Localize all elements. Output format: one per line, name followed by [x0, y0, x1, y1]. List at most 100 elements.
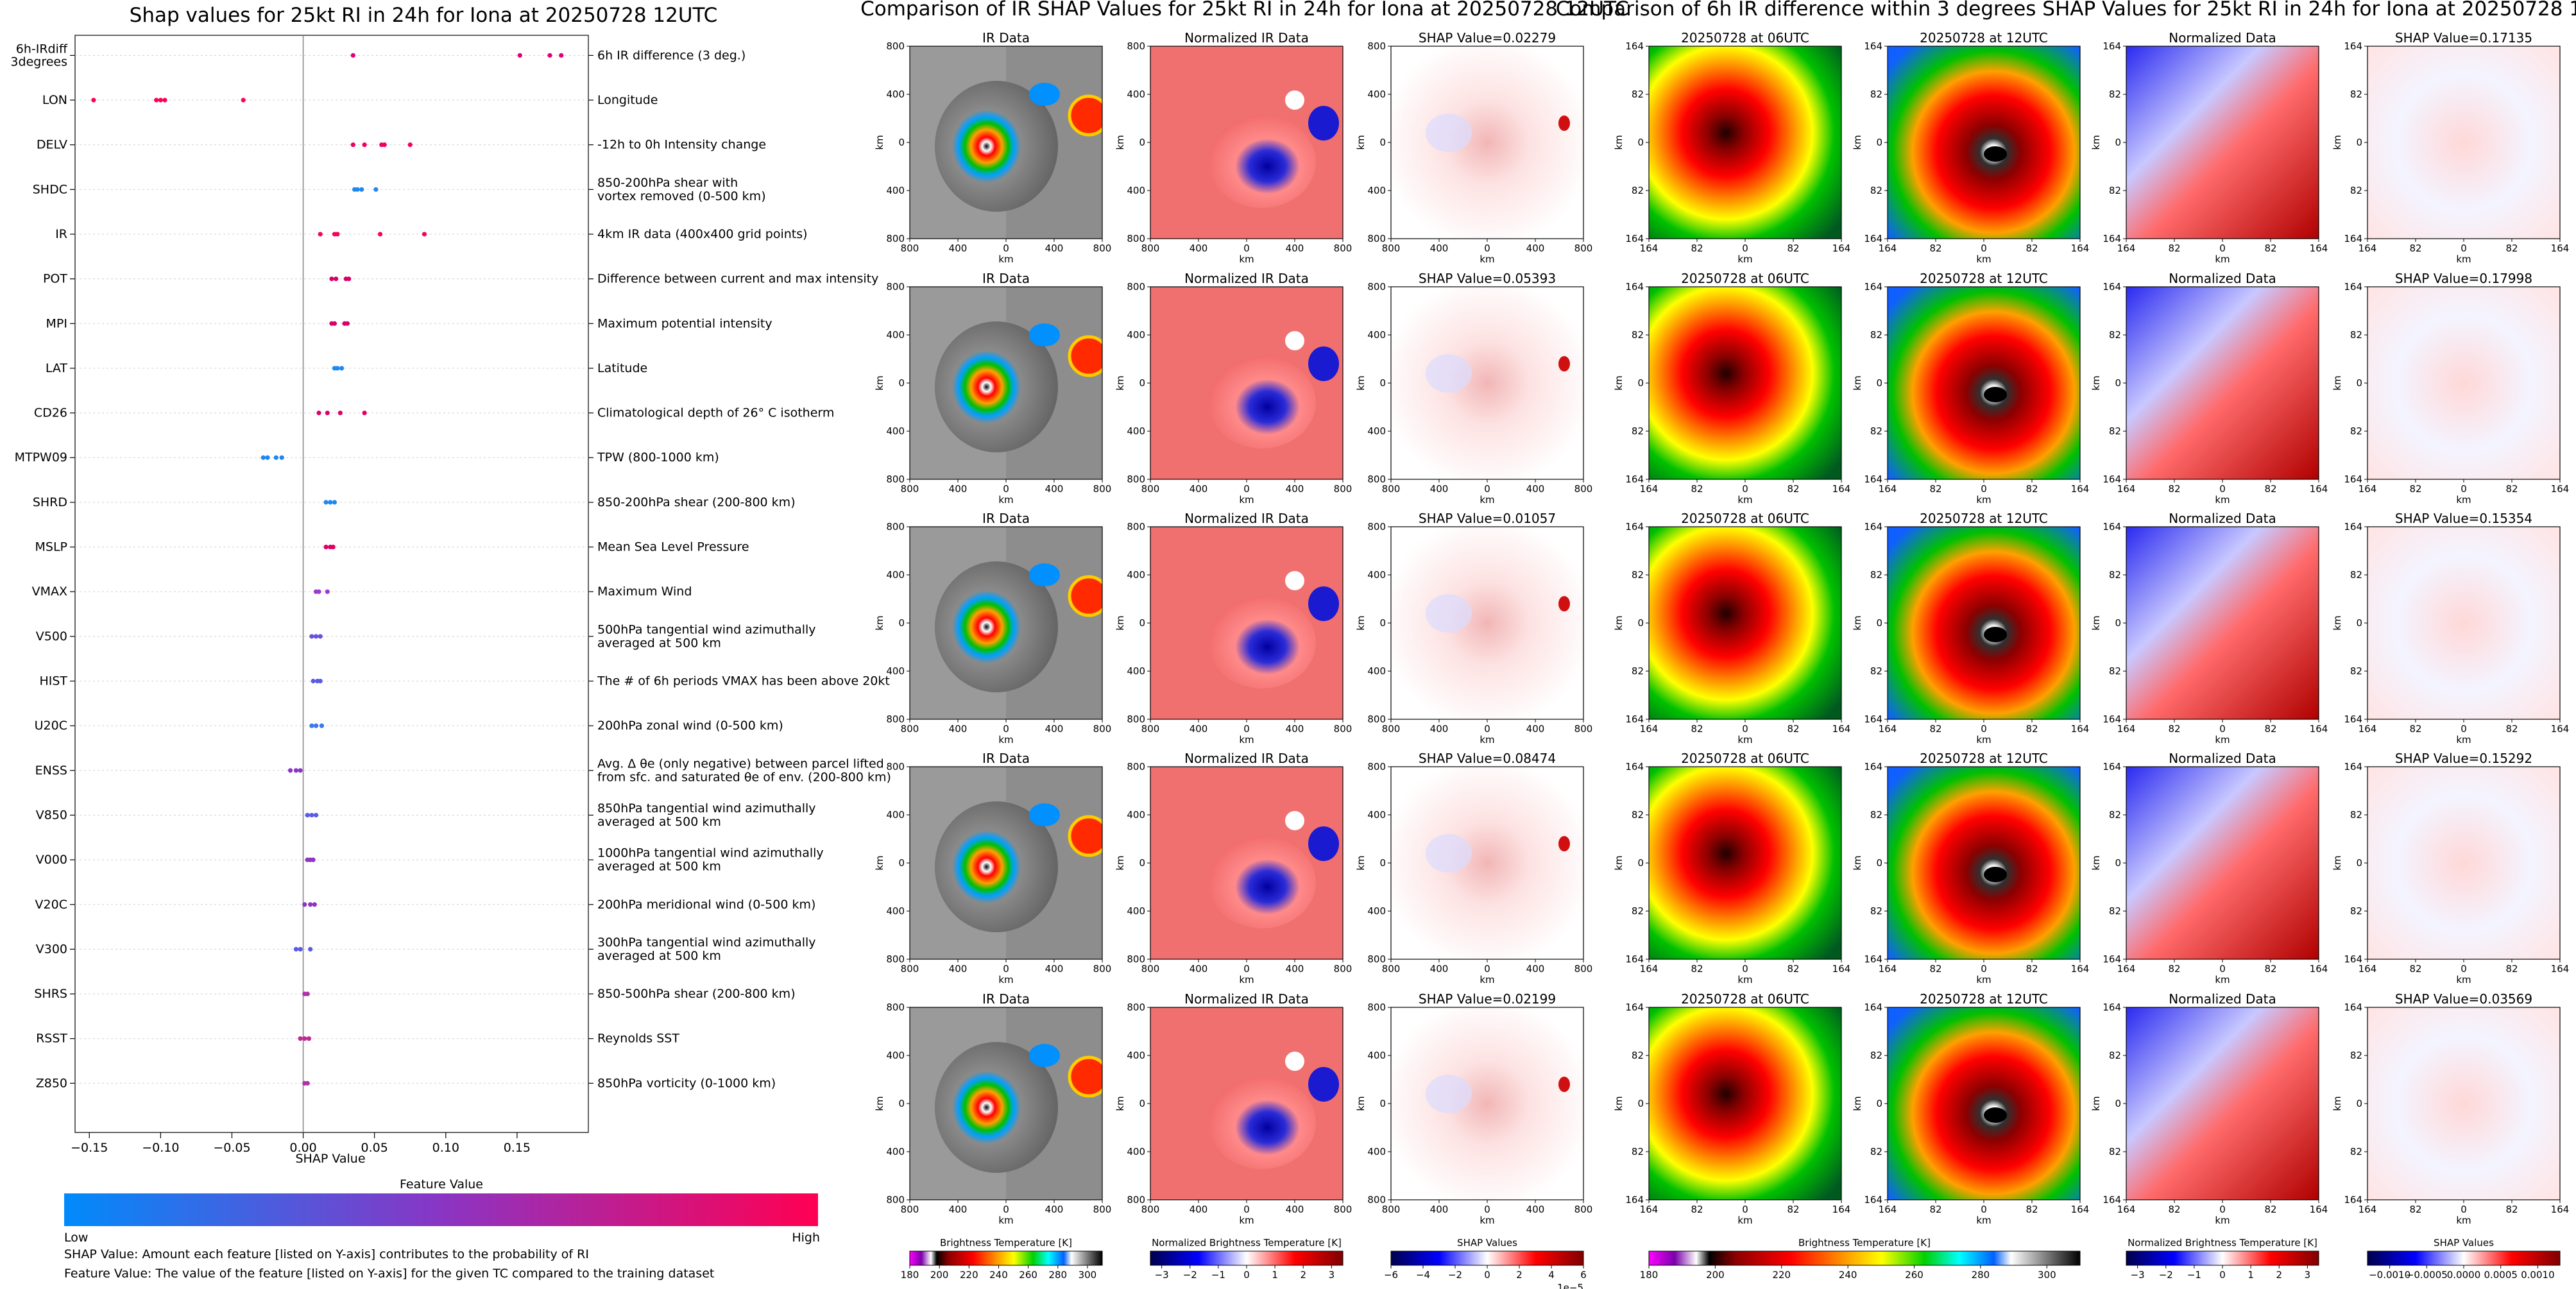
y-tick-label: 82	[1870, 185, 1882, 196]
x-tick-label: 164	[2117, 483, 2136, 495]
shap-point	[422, 232, 427, 237]
colorbar-tick-label: 200	[1706, 1269, 1725, 1281]
panel-title: Normalized Data	[2169, 30, 2276, 46]
panel-title: IR Data	[982, 991, 1030, 1007]
ir-comparison-title: Comparison of IR SHAP Values for 25kt RI…	[860, 0, 1629, 21]
x-tick-label: 82	[1787, 1204, 1799, 1215]
x-tick-label: 0	[2219, 483, 2226, 495]
y-tick-label: 400	[886, 809, 905, 821]
y-tick-label: 164	[1625, 281, 1644, 293]
y-axis-label: km	[1852, 1096, 1863, 1111]
x-axis-label: km	[1737, 974, 1752, 986]
y-tick-label: 164	[1625, 953, 1644, 965]
x-tick-label: 82	[2505, 243, 2518, 254]
shap-point	[158, 98, 163, 103]
x-tick-label: 164	[2551, 1204, 2570, 1215]
x-tick-label: 800	[1093, 483, 1112, 495]
y-tick-label: 400	[1127, 905, 1145, 917]
feature-explanation-note: Feature Value: The value of the feature …	[64, 1267, 715, 1281]
x-tick-label: 400	[1430, 1204, 1449, 1215]
shap-x-ticks: −0.15 −0.10 −0.05 0.00 0.05 0.10 0.15	[71, 1132, 531, 1155]
y-tick-label: 82	[2109, 665, 2121, 677]
y-tick-label: 0	[2115, 1098, 2121, 1109]
y-tick-label: 800	[1367, 761, 1386, 773]
shap-row-gridlines	[75, 55, 588, 1084]
x-tick-label: 82	[1691, 243, 1703, 254]
panel-image	[2126, 767, 2319, 959]
x-tick-label: 800	[1141, 723, 1160, 735]
x-tick-label: 82	[2409, 963, 2421, 975]
y-axis-label: km	[2090, 1096, 2102, 1111]
x-tick-label: 0	[2219, 243, 2226, 254]
x-tick-label: 164	[2310, 963, 2328, 975]
panel-title: SHAP Value=0.03569	[2395, 991, 2532, 1007]
colorbar-label: Brightness Temperature [K]	[1798, 1237, 1931, 1249]
y-axis-label: km	[2090, 135, 2102, 149]
colorbar-tick-label: 4	[1548, 1269, 1555, 1281]
x-axis-label: km	[1976, 734, 1991, 746]
x-tick-label: 0	[1981, 963, 1987, 975]
x-tick-label: 164	[2071, 723, 2090, 735]
colorbar-tick-label: 240	[989, 1269, 1008, 1281]
x-tick-label: 0	[1484, 723, 1490, 735]
y-tick-label: 82	[1632, 905, 1644, 917]
x-tick-label: 400	[1190, 723, 1208, 735]
panel-image	[2367, 767, 2560, 959]
y-axis-label: km	[874, 615, 885, 630]
colorbar-tick-label: 180	[1640, 1269, 1659, 1281]
y-tick-label: 82	[2109, 569, 2121, 581]
x-tick-label: 164	[1640, 723, 1659, 735]
x-tick-label: 0	[1003, 723, 1009, 735]
panel-title: IR Data	[982, 30, 1030, 46]
y-tick-label: 800	[886, 40, 905, 52]
panel-title: SHAP Value=0.17135	[2395, 30, 2532, 46]
x-tick-label: 164	[1640, 483, 1659, 495]
x-tick-label: 164	[2071, 963, 2090, 975]
x-tick-label: 82	[1787, 723, 1799, 735]
x-tick-label: 400	[1045, 483, 1064, 495]
feature-code-8: CD26	[34, 406, 67, 420]
y-tick-label: 164	[2344, 1194, 2362, 1206]
x-tick-label: 400	[1430, 723, 1449, 735]
colorbar-tick-label: 0	[2219, 1269, 2226, 1281]
x-axis-label: km	[1976, 1215, 1991, 1226]
y-tick-label: 800	[1367, 233, 1386, 244]
y-tick-label: 164	[1864, 953, 1882, 965]
x-tick-label: 0	[1243, 1204, 1250, 1215]
colorbar-tick-label: 3	[2305, 1269, 2311, 1281]
ir-panel-r3-c1: Normalized IR Data8008004004000040040080…	[1114, 751, 1352, 986]
y-tick-label: 164	[2103, 233, 2121, 244]
feature-desc-20: 300hPa tangential wind azimuthally averag…	[597, 935, 816, 963]
panel-image	[2126, 46, 2319, 239]
colorbar-tick-label: −3	[2131, 1269, 2145, 1281]
feature-code-2: DELV	[37, 138, 67, 152]
shap-point	[302, 902, 307, 907]
y-axis-label: km	[2332, 615, 2343, 630]
shap-point	[298, 946, 303, 952]
x-tick-label: 164	[1640, 243, 1659, 254]
y-tick-label: 82	[1632, 1146, 1644, 1157]
x-tick-label: 400	[1045, 243, 1064, 254]
y-axis-label: km	[1114, 1096, 1126, 1111]
y-tick-label: 82	[2350, 185, 2362, 196]
feature-code-14: HIST	[39, 674, 67, 688]
y-tick-label: 82	[1632, 1050, 1644, 1061]
feature-desc-0: 6h IR difference (3 deg.)	[597, 48, 746, 62]
colorbar-tick-label: −2	[1448, 1269, 1462, 1281]
y-axis-label: km	[1613, 855, 1625, 870]
x-tick-label: 82	[2168, 483, 2180, 495]
x-tick-label: 400	[1430, 963, 1449, 975]
y-tick-label: 0	[1139, 617, 1145, 629]
feature-code-11: MSLP	[35, 540, 68, 554]
x-tick-label: 82	[2168, 723, 2180, 735]
x-tick-label: −0.05	[213, 1141, 250, 1155]
y-tick-label: 0	[1379, 377, 1386, 389]
x-tick-label: 800	[1141, 243, 1160, 254]
y-axis-label: km	[2090, 375, 2102, 390]
panel-title: Normalized Data	[2169, 991, 2276, 1007]
x-tick-label: 400	[1190, 963, 1208, 975]
irdiff-panel-grid: 20250728 at 06UTC 164 164 82 82 0 0 82 82 164 164 k…	[1613, 30, 2569, 1226]
y-tick-label: 0	[1139, 1098, 1145, 1109]
y-tick-label: 0	[2115, 857, 2121, 869]
